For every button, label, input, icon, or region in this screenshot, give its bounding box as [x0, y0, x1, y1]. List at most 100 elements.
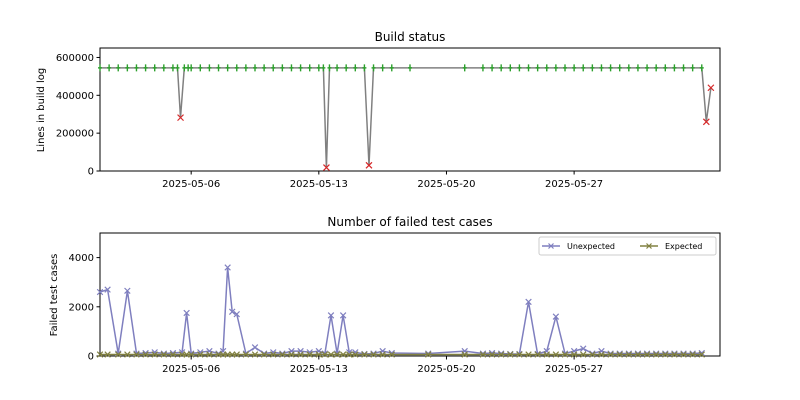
success-point: [161, 64, 166, 72]
success-point: [389, 64, 394, 72]
expected-series-point-stroke-b: [169, 351, 177, 358]
expected-series-point: [297, 351, 304, 358]
success-point: [380, 64, 385, 72]
unexpected-series-point-stroke-b: [228, 308, 236, 315]
expected-series-point-stroke-b: [543, 351, 550, 358]
unexpected-series-point: [115, 350, 122, 357]
expected-series-point: [104, 351, 111, 358]
expected-series-point-stroke-b: [488, 351, 496, 358]
expected-series-point-stroke-b: [115, 351, 122, 358]
success-point: [572, 64, 577, 72]
chart-title: Build status: [375, 30, 446, 44]
expected-series-point: [379, 351, 386, 358]
unexpected-series-point-stroke-b: [662, 350, 669, 357]
failure-point: [177, 114, 184, 122]
expected-series-point-stroke-b: [306, 351, 313, 358]
unexpected-series-point-stroke-b: [333, 350, 341, 357]
expected-series-point-stroke-b: [689, 351, 696, 358]
unexpected-series-point: [680, 350, 687, 357]
unexpected-series-point-stroke-b: [625, 350, 633, 357]
expected-series-point: [370, 351, 377, 358]
success-point: [608, 64, 613, 72]
unexpected-series-point: [228, 308, 236, 315]
failure-point-stroke-b: [707, 84, 715, 92]
expected-series-point-stroke-b: [297, 351, 304, 358]
y-tick-label: 0: [88, 167, 94, 178]
unexpected-series-point: [671, 350, 678, 357]
success-point: [271, 64, 276, 72]
expected-series-point-stroke-b: [151, 351, 158, 358]
expected-series-point-stroke-b: [652, 351, 660, 358]
expected-series-point-stroke-b: [96, 351, 104, 358]
success-point: [517, 64, 522, 72]
chart-title: Number of failed test cases: [327, 215, 492, 229]
expected-series-point: [507, 351, 514, 358]
expected-series-point-stroke-b: [315, 351, 323, 358]
expected-series-point-stroke-b: [242, 351, 250, 358]
expected-series-point-stroke-b: [598, 351, 605, 358]
expected-series-point-stroke-b: [425, 351, 432, 358]
legend-marker: [646, 243, 652, 249]
expected-series-point-stroke-b: [662, 351, 669, 358]
success-point: [344, 64, 349, 72]
y-axis-label: Failed test cases: [49, 254, 60, 337]
x-tick-label: 2025-05-20: [417, 364, 475, 375]
success-point: [599, 64, 604, 72]
expected-series-point-stroke-b: [534, 351, 541, 358]
success-point: [590, 64, 595, 72]
expected-series-point: [580, 351, 587, 358]
expected-series-point: [652, 351, 660, 358]
success-point: [289, 64, 294, 72]
expected-series-point: [479, 351, 487, 358]
expected-series-point: [321, 351, 329, 358]
expected-series-point: [133, 351, 140, 358]
unexpected-series-point: [124, 287, 131, 295]
expected-series-point-stroke-b: [260, 351, 268, 358]
unexpected-series-point: [96, 288, 104, 296]
expected-series-point-stroke-b: [251, 351, 259, 358]
unexpected-series-point: [634, 350, 642, 357]
unexpected-series-point-stroke-b: [183, 309, 190, 317]
unexpected-series-point-stroke-b: [242, 350, 250, 357]
unexpected-series-point-stroke-b: [643, 350, 651, 357]
x-tick-label: 2025-05-27: [545, 364, 603, 375]
expected-series-point: [197, 351, 204, 358]
failure-point-stroke-b: [177, 114, 184, 122]
expected-series-point: [634, 351, 642, 358]
failure-point: [707, 84, 715, 92]
unexpected-series-point: [242, 350, 250, 357]
expected-series-point: [598, 351, 605, 358]
y-tick-label: 400000: [56, 91, 94, 102]
expected-series-point: [345, 351, 353, 358]
failure-point: [322, 164, 330, 172]
unexpected-series-point: [580, 345, 587, 352]
success-point: [335, 64, 340, 72]
expected-series-point-stroke-b: [497, 351, 505, 358]
unexpected-series-point: [561, 350, 569, 357]
x-tick-label: 2025-05-20: [417, 179, 475, 190]
expected-series-point-stroke-b: [361, 351, 368, 358]
legend-marker-stroke-b: [548, 243, 554, 249]
expected-series-point-stroke-b: [379, 351, 386, 358]
expected-series-point: [689, 351, 696, 358]
expected-series-point-stroke-b: [333, 351, 341, 358]
unexpected-series-point-stroke-b: [133, 350, 140, 357]
plot-frame: [99, 47, 721, 172]
series-line: [100, 67, 712, 168]
expected-series-point-stroke-b: [270, 351, 277, 358]
expected-series-point: [561, 351, 569, 358]
unexpected-series-point: [133, 350, 140, 357]
unexpected-series-point: [689, 350, 696, 357]
success-point: [175, 64, 180, 72]
unexpected-series-point-stroke-b: [525, 298, 532, 306]
unexpected-series-point: [233, 310, 240, 318]
expected-series-point-stroke-b: [616, 351, 623, 358]
legend-marker-stroke-b: [646, 243, 652, 249]
success-point: [699, 64, 704, 72]
success-point: [553, 64, 558, 72]
expected-series-point: [242, 351, 250, 358]
unexpected-series-point-stroke-b: [160, 350, 168, 357]
expected-series-point: [169, 351, 177, 358]
